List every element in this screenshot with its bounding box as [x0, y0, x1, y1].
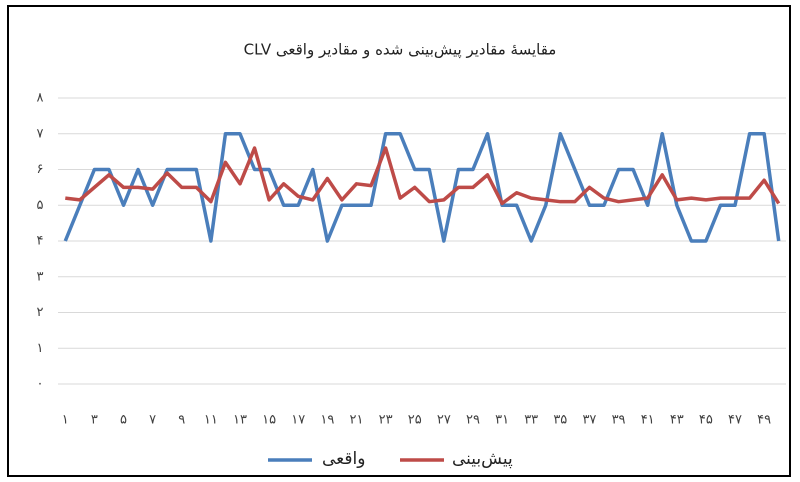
x-tick-label: ۴۳ [670, 413, 684, 428]
series-line [65, 146, 781, 206]
x-tick-label: ۱۱ [204, 413, 218, 428]
x-tick-label: ۱۷ [291, 413, 305, 428]
y-tick-label: ۲ [37, 305, 44, 320]
x-tick-label: ۹ [178, 413, 185, 428]
x-tick-label: ۷ [149, 413, 156, 428]
x-tick-label: ۴۹ [757, 413, 771, 428]
x-tick-label: ۳۱ [495, 413, 509, 428]
x-tick-label: ۳۹ [612, 413, 626, 428]
y-tick-label: ۷ [37, 126, 44, 141]
series-line [63, 132, 781, 243]
chart-title: مقایسهٔ مقادیر پیش‌بینی شده و مقادیر واق… [244, 41, 557, 60]
x-tick-label: ۳۷ [582, 413, 596, 428]
y-tick-label: ۳ [37, 269, 44, 284]
x-tick-label: ۴۱ [641, 413, 655, 428]
x-tick-label: ۲۳ [379, 413, 393, 428]
legend-label: واقعی [322, 449, 365, 469]
y-tick-label: ۸ [37, 91, 44, 106]
legend-label: پیش‌بینی [452, 449, 513, 469]
y-tick-label: ۶ [37, 162, 44, 177]
x-tick-label: ۳۵ [553, 413, 567, 428]
x-tick-label: ۱۵ [262, 413, 276, 428]
x-tick-label: ۳ [91, 413, 98, 428]
x-tick-label: ۱۳ [233, 413, 247, 428]
x-tick-label: ۱۹ [320, 413, 334, 428]
y-tick-label: ۰ [37, 377, 44, 392]
x-tick-label: ۴۷ [728, 413, 742, 428]
y-tick-label: ۴ [37, 234, 44, 249]
x-tick-label: ۲۹ [466, 413, 480, 428]
x-tick-label: ۲۷ [437, 413, 451, 428]
x-tick-label: ۱ [62, 413, 69, 428]
x-tick-label: ۴۵ [699, 413, 713, 428]
x-tick-label: ۲۵ [408, 413, 422, 428]
y-tick-label: ۵ [37, 198, 44, 213]
x-tick-label: ۵ [120, 413, 127, 428]
y-tick-label: ۱ [37, 341, 44, 356]
x-tick-label: ۳۳ [524, 413, 538, 428]
x-tick-label: ۲۱ [349, 413, 363, 428]
